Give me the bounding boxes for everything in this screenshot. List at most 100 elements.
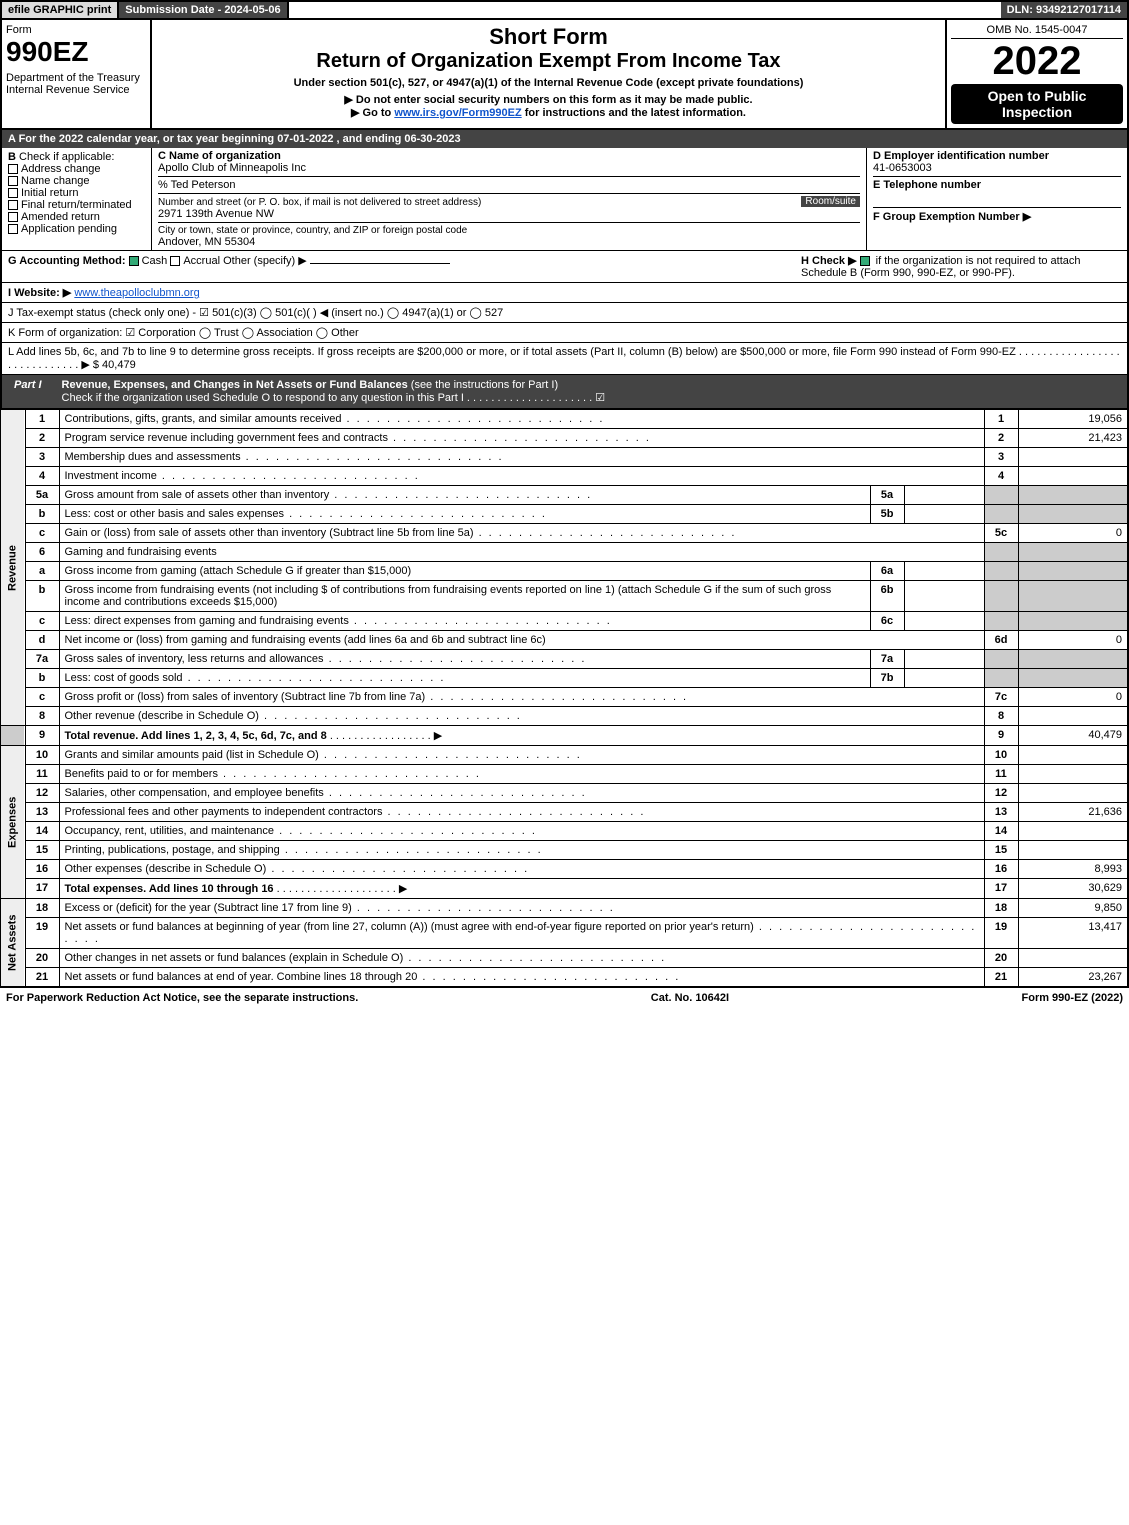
- ln10-amt: [1018, 746, 1128, 765]
- ln12-no: 12: [25, 784, 59, 803]
- ln7a-no: 7a: [25, 650, 59, 669]
- d-label: D Employer identification number: [873, 150, 1049, 162]
- ln10-desc: Grants and similar amounts paid (list in…: [59, 746, 984, 765]
- ln13-amt: 21,636: [1018, 803, 1128, 822]
- note-goto: ▶ Go to www.irs.gov/Form990EZ for instru…: [156, 106, 941, 119]
- chk-initial[interactable]: [8, 188, 18, 198]
- part1-title-wrap: Revenue, Expenses, and Changes in Net As…: [54, 375, 1127, 408]
- ln16-amt: 8,993: [1018, 860, 1128, 879]
- chk-cash[interactable]: [129, 256, 139, 266]
- ln7c-r: 7c: [984, 688, 1018, 707]
- ln7b-ag: [1018, 669, 1128, 688]
- g-label: G Accounting Method:: [8, 255, 126, 267]
- ln6d-r: 6d: [984, 631, 1018, 650]
- ln17-desc: Total expenses. Add lines 10 through 16 …: [59, 879, 984, 899]
- footer-right: Form 990-EZ (2022): [1022, 992, 1123, 1004]
- ln13-desc: Professional fees and other payments to …: [59, 803, 984, 822]
- ln5c-desc: Gain or (loss) from sale of assets other…: [59, 524, 984, 543]
- side-netassets: Net Assets: [1, 899, 25, 987]
- ln11-amt: [1018, 765, 1128, 784]
- ln9-r: 9: [984, 726, 1018, 746]
- care-of: % Ted Peterson: [158, 176, 860, 191]
- chk-address-change[interactable]: [8, 164, 18, 174]
- addr-label: Number and street (or P. O. box, if mail…: [158, 197, 481, 208]
- ln3-r: 3: [984, 448, 1018, 467]
- ln6-rg: [984, 543, 1018, 562]
- chk-name-change[interactable]: [8, 176, 18, 186]
- ln15-desc: Printing, publications, postage, and shi…: [59, 841, 984, 860]
- row-j: J Tax-exempt status (check only one) - ☑…: [0, 303, 1129, 323]
- l-amount: 40,479: [102, 359, 136, 371]
- chk-h[interactable]: [860, 256, 870, 266]
- h-label: H Check ▶: [801, 255, 857, 267]
- ln6c-ag: [1018, 612, 1128, 631]
- ln4-no: 4: [25, 467, 59, 486]
- ln8-amt: [1018, 707, 1128, 726]
- ln6b-ag: [1018, 581, 1128, 612]
- ln19-no: 19: [25, 918, 59, 949]
- ln17-no: 17: [25, 879, 59, 899]
- ln6d-no: d: [25, 631, 59, 650]
- form-header: Form 990EZ Department of the Treasury In…: [0, 20, 1129, 130]
- ln7a-desc: Gross sales of inventory, less returns a…: [59, 650, 870, 669]
- part1-paren: (see the instructions for Part I): [411, 379, 558, 391]
- chk-final[interactable]: [8, 200, 18, 210]
- ln7c-amt: 0: [1018, 688, 1128, 707]
- chk-amended[interactable]: [8, 212, 18, 222]
- ln6c-rg: [984, 612, 1018, 631]
- ln6a-no: a: [25, 562, 59, 581]
- ln1-r: 1: [984, 410, 1018, 429]
- section-bcd: B Check if applicable: Address change Na…: [0, 148, 1129, 251]
- part1-tag: Part I: [2, 375, 54, 408]
- ln6b-desc: Gross income from fundraising events (no…: [59, 581, 870, 612]
- e-label: E Telephone number: [873, 179, 981, 191]
- tax-year: 2022: [951, 39, 1123, 84]
- ln1-desc: Contributions, gifts, grants, and simila…: [59, 410, 984, 429]
- irs-label: Internal Revenue Service: [6, 84, 146, 96]
- ln2-no: 2: [25, 429, 59, 448]
- chk-pending[interactable]: [8, 224, 18, 234]
- website-link[interactable]: www.theapolloclubmn.org: [74, 287, 199, 299]
- short-form-title: Short Form: [156, 24, 941, 50]
- part1-title: Revenue, Expenses, and Changes in Net As…: [62, 379, 408, 391]
- ln8-desc: Other revenue (describe in Schedule O): [59, 707, 984, 726]
- chk-accrual[interactable]: [170, 256, 180, 266]
- city-state-zip: Andover, MN 55304: [158, 236, 860, 248]
- ln20-amt: [1018, 949, 1128, 968]
- page-footer: For Paperwork Reduction Act Notice, see …: [0, 987, 1129, 1008]
- side-revenue: Revenue: [1, 410, 25, 726]
- ln12-amt: [1018, 784, 1128, 803]
- ln9-no: 9: [25, 726, 59, 746]
- ln6-ag: [1018, 543, 1128, 562]
- ln20-r: 20: [984, 949, 1018, 968]
- ln2-desc: Program service revenue including govern…: [59, 429, 984, 448]
- ln6c-no: c: [25, 612, 59, 631]
- ln7a-m: 7a: [870, 650, 904, 669]
- section-def: D Employer identification number 41-0653…: [867, 148, 1127, 250]
- ln18-no: 18: [25, 899, 59, 918]
- ln1-amt: 19,056: [1018, 410, 1128, 429]
- opt-address: Address change: [21, 163, 101, 175]
- ln15-no: 15: [25, 841, 59, 860]
- ln5c-r: 5c: [984, 524, 1018, 543]
- ln6b-m: 6b: [870, 581, 904, 612]
- ln11-no: 11: [25, 765, 59, 784]
- ln5c-no: c: [25, 524, 59, 543]
- ln5a-desc: Gross amount from sale of assets other t…: [59, 486, 870, 505]
- ln14-amt: [1018, 822, 1128, 841]
- ln6b-mamt: [904, 581, 984, 612]
- ln7a-mamt: [904, 650, 984, 669]
- b-label: B: [8, 151, 16, 163]
- ln2-amt: 21,423: [1018, 429, 1128, 448]
- opt-amended: Amended return: [21, 211, 100, 223]
- irs-link[interactable]: www.irs.gov/Form990EZ: [394, 107, 521, 119]
- ln21-no: 21: [25, 968, 59, 987]
- g-accrual: Accrual: [183, 255, 220, 267]
- ln19-r: 19: [984, 918, 1018, 949]
- org-name: Apollo Club of Minneapolis Inc: [158, 162, 860, 174]
- ln5b-mamt: [904, 505, 984, 524]
- ln9-amt: 40,479: [1018, 726, 1128, 746]
- ln3-no: 3: [25, 448, 59, 467]
- l-text: L Add lines 5b, 6c, and 7b to line 9 to …: [8, 346, 1120, 371]
- footer-left: For Paperwork Reduction Act Notice, see …: [6, 992, 358, 1004]
